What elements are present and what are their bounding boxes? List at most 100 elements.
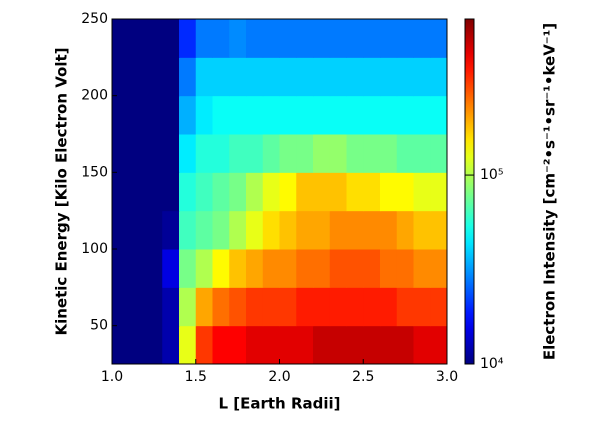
heatmap-cell bbox=[246, 95, 264, 135]
heatmap-cell bbox=[346, 325, 364, 365]
heatmap-cell bbox=[380, 134, 398, 173]
heatmap-cell bbox=[313, 57, 331, 97]
heatmap-cell bbox=[195, 134, 213, 173]
heatmap-cell bbox=[229, 287, 247, 327]
heatmap-cell bbox=[229, 210, 247, 250]
heatmap-cell bbox=[430, 57, 448, 97]
heatmap-cell bbox=[313, 287, 331, 327]
heatmap-cell bbox=[296, 325, 314, 365]
heatmap-cell bbox=[128, 325, 146, 365]
heatmap-cell bbox=[179, 19, 197, 58]
heatmap-cell bbox=[212, 134, 230, 173]
heatmap-cell bbox=[145, 287, 163, 327]
heatmap-cell bbox=[279, 95, 297, 135]
heatmap-cell bbox=[229, 19, 247, 58]
heatmap-cell bbox=[313, 134, 331, 173]
x-axis-label: L [Earth Radii] bbox=[218, 395, 340, 413]
heatmap-cell bbox=[413, 134, 431, 173]
heatmap-cell bbox=[128, 19, 146, 58]
heatmap-cell bbox=[262, 249, 280, 288]
heatmap-cell bbox=[145, 19, 163, 58]
heatmap-cell bbox=[363, 57, 381, 97]
heatmap-cell bbox=[430, 287, 448, 327]
y-tick-label: 50 bbox=[90, 318, 108, 334]
heatmap-cell bbox=[229, 57, 247, 97]
heatmap-cell bbox=[396, 134, 414, 173]
y-tick-label: 250 bbox=[81, 11, 108, 27]
heatmap-cell bbox=[313, 172, 331, 212]
heatmap-cell bbox=[145, 57, 163, 97]
heatmap-cell bbox=[396, 172, 414, 212]
x-tick-label: 1.5 bbox=[185, 369, 207, 385]
heatmap-cell bbox=[279, 210, 297, 250]
heatmap-cell bbox=[145, 249, 163, 288]
heatmap-cell bbox=[179, 95, 197, 135]
heatmap-cell bbox=[195, 57, 213, 97]
heatmap-cell bbox=[363, 134, 381, 173]
heatmap-cell bbox=[212, 287, 230, 327]
heatmap-cell bbox=[246, 57, 264, 97]
heatmap-cell bbox=[229, 134, 247, 173]
heatmap-cell bbox=[380, 287, 398, 327]
heatmap-cell bbox=[262, 95, 280, 135]
heatmap-cell bbox=[246, 210, 264, 250]
heatmap-cell bbox=[296, 249, 314, 288]
heatmap-cell bbox=[329, 19, 347, 58]
heatmap-cell bbox=[380, 249, 398, 288]
heatmap-cell bbox=[128, 134, 146, 173]
heatmap-cell bbox=[195, 249, 213, 288]
heatmap-cell bbox=[179, 134, 197, 173]
heatmap-cell bbox=[363, 287, 381, 327]
heatmap-cell bbox=[246, 249, 264, 288]
heatmap-cell bbox=[380, 57, 398, 97]
heatmap-cell bbox=[413, 95, 431, 135]
colorbar-label: Electron Intensity [cm⁻²•s⁻¹•sr⁻¹•keV⁻¹] bbox=[541, 23, 559, 360]
heatmap-cell bbox=[145, 210, 163, 250]
heatmap-cell bbox=[179, 210, 197, 250]
heatmap-cell bbox=[346, 134, 364, 173]
heatmap-cell bbox=[195, 19, 213, 58]
heatmap-cell bbox=[112, 210, 130, 250]
x-tick-label: 2.5 bbox=[352, 369, 374, 385]
heatmap-cell bbox=[296, 287, 314, 327]
heatmap-cell bbox=[430, 172, 448, 212]
heatmap-cell bbox=[112, 249, 130, 288]
heatmap-cell bbox=[329, 172, 347, 212]
heatmap-cell bbox=[313, 249, 331, 288]
heatmap-cell bbox=[112, 19, 130, 58]
heatmap-cell bbox=[179, 325, 197, 365]
heatmap-cell bbox=[162, 95, 180, 135]
heatmap-cell bbox=[112, 325, 130, 365]
heatmap-cell bbox=[396, 19, 414, 58]
heatmap-cell bbox=[430, 19, 448, 58]
heatmap-cell bbox=[329, 325, 347, 365]
heatmap-cell bbox=[380, 19, 398, 58]
heatmap-cell bbox=[430, 134, 448, 173]
heatmap-cell bbox=[430, 210, 448, 250]
heatmap-cell bbox=[413, 325, 431, 365]
heatmap-cell bbox=[346, 57, 364, 97]
heatmap-cell bbox=[396, 287, 414, 327]
heatmap-cell bbox=[430, 95, 448, 135]
heatmap bbox=[112, 19, 448, 365]
heatmap-cell bbox=[262, 57, 280, 97]
heatmap-cell bbox=[112, 134, 130, 173]
heatmap-cell bbox=[212, 95, 230, 135]
heatmap-cell bbox=[396, 95, 414, 135]
heatmap-cell bbox=[112, 57, 130, 97]
colorbar-tick-label: 10⁵ bbox=[480, 167, 503, 183]
heatmap-cell bbox=[380, 172, 398, 212]
y-axis-label: Kinetic Energy [Kilo Electron Volt] bbox=[53, 47, 71, 335]
colorbar-tick-label: 10⁴ bbox=[480, 356, 504, 372]
heatmap-cell bbox=[279, 249, 297, 288]
heatmap-cell bbox=[128, 95, 146, 135]
heatmap-cell bbox=[128, 287, 146, 327]
heatmap-cell bbox=[363, 325, 381, 365]
heatmap-cell bbox=[229, 172, 247, 212]
heatmap-cell bbox=[296, 172, 314, 212]
heatmap-cell bbox=[279, 325, 297, 365]
colorbar bbox=[464, 18, 475, 365]
heatmap-cell bbox=[413, 287, 431, 327]
heatmap-cell bbox=[363, 19, 381, 58]
heatmap-cell bbox=[296, 95, 314, 135]
